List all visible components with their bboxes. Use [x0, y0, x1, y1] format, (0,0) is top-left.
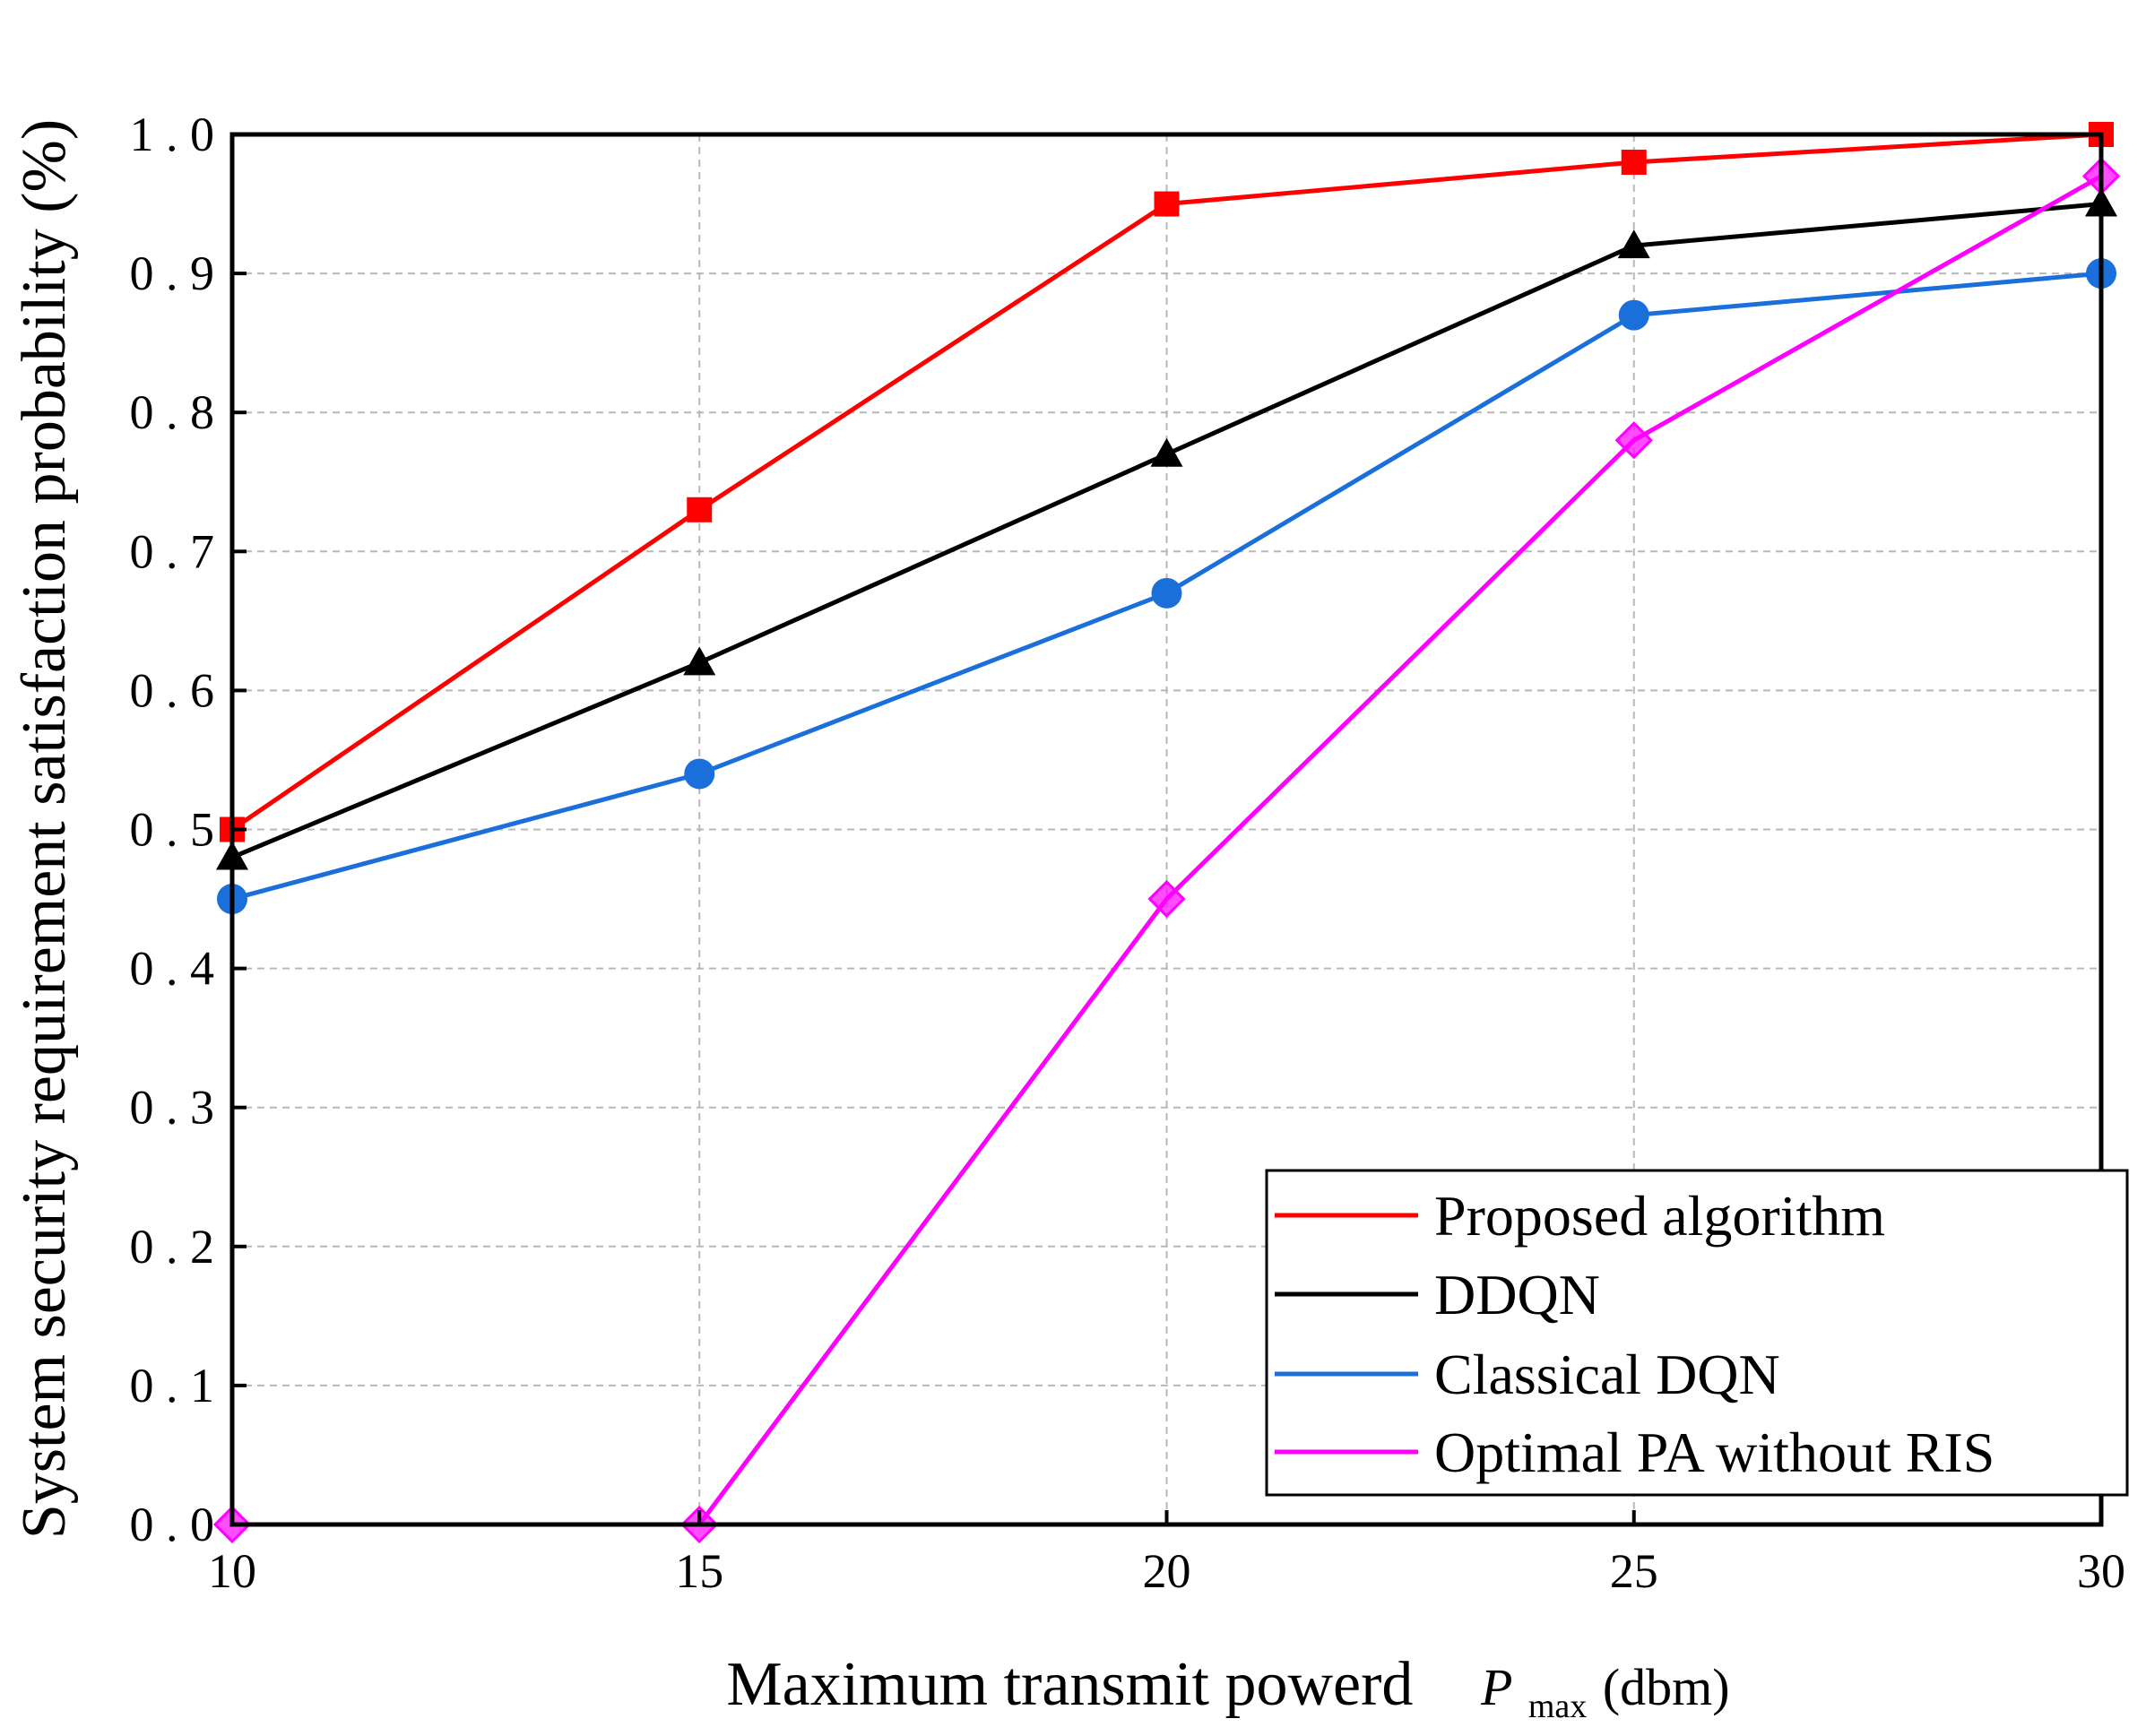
legend-label-classical-dqn: Classical DQN — [1434, 1343, 1780, 1406]
y-tick-label: 0 . 6 — [130, 663, 215, 717]
y-tick-label: 1 . 0 — [130, 108, 215, 161]
x-tick-label: 15 — [675, 1544, 723, 1598]
y-tick-label: 0 . 7 — [130, 524, 215, 578]
x-axis-unit: (dbm) — [1603, 1658, 1730, 1716]
classical-dqn-marker — [1151, 577, 1182, 609]
y-tick-label: 0 . 9 — [130, 246, 215, 300]
x-tick-label: 20 — [1143, 1544, 1191, 1598]
legend-label-optimal-pa: Optimal PA without RIS — [1434, 1421, 1995, 1484]
y-tick-label: 0 . 0 — [130, 1498, 215, 1551]
classical-dqn-marker — [684, 758, 715, 790]
ddqn-marker — [1150, 437, 1183, 467]
ddqn-marker — [683, 646, 716, 676]
proposed-algorithm-marker — [1154, 191, 1180, 217]
x-tick-label: 10 — [208, 1544, 256, 1598]
y-axis-title: System security requirement satisfaction… — [10, 119, 79, 1539]
x-axis-title: Maximum transmit powerd P max (dbm) — [726, 1650, 1729, 1732]
y-tick-label: 0 . 1 — [130, 1359, 215, 1412]
legend-item-ddqn: DDQN — [1275, 1263, 1600, 1326]
optimal-pa-without-ris-marker — [1614, 421, 1653, 460]
optimal-pa-without-ris-marker — [1147, 879, 1186, 919]
ddqn-marker — [1617, 229, 1650, 259]
legend-label-proposed: Proposed algorithm — [1434, 1184, 1885, 1248]
x-axis-subscript: max — [1528, 1688, 1587, 1725]
legend-label-ddqn: DDQN — [1434, 1263, 1600, 1326]
x-axis-symbol: P — [1480, 1658, 1512, 1716]
x-tick-label: 25 — [1610, 1544, 1658, 1598]
tick-layer: 10 15 20 25 30 0 . 0 0 . 1 0 . 2 0 . 3 0 . 4 0 . 5… — [130, 108, 2126, 1598]
x-axis-label: Maximum transmit powerd — [726, 1650, 1413, 1719]
proposed-algorithm-marker — [1621, 150, 1647, 176]
legend-item-optimal-pa: Optimal PA without RIS — [1275, 1421, 1995, 1484]
y-tick-label: 0 . 5 — [130, 803, 215, 857]
y-tick-label: 0 . 4 — [130, 942, 215, 996]
y-tick-label: 0 . 3 — [130, 1081, 215, 1135]
classical-dqn-marker — [1618, 299, 1649, 331]
legend-box — [1265, 1169, 2129, 1497]
y-tick-label: 0 . 8 — [130, 385, 215, 439]
proposed-algorithm-marker — [687, 497, 713, 523]
legend-item-proposed: Proposed algorithm — [1275, 1184, 1885, 1248]
legend: Proposed algorithm DDQN Classical DQN Op… — [1265, 1169, 2129, 1497]
x-tick-label: 30 — [2077, 1544, 2125, 1598]
y-tick-label: 0 . 2 — [130, 1220, 215, 1274]
legend-item-classical-dqn: Classical DQN — [1275, 1343, 1780, 1406]
